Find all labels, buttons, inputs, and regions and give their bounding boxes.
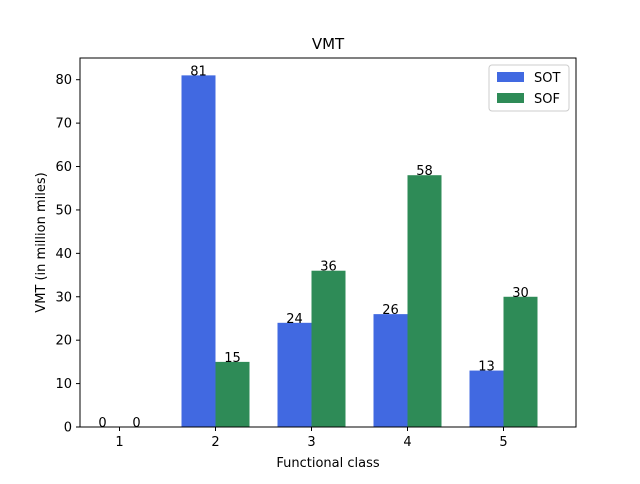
data-label-sof-4: 58 — [416, 164, 433, 179]
bar-sot-2 — [181, 75, 216, 427]
chart-title: VMT — [312, 35, 345, 53]
x-axis-label: Functional class — [276, 456, 380, 471]
y-tick-label: 60 — [55, 160, 72, 175]
data-label-sof-1: 0 — [132, 416, 140, 431]
x-tick-label: 5 — [499, 435, 507, 450]
x-tick-label: 3 — [307, 435, 315, 450]
bar-sof-2 — [215, 361, 250, 427]
data-label-sot-3: 24 — [286, 312, 303, 327]
plot-frame — [79, 57, 577, 428]
data-label-sot-5: 13 — [478, 360, 495, 375]
y-tick-label: 50 — [55, 203, 72, 218]
legend-swatch-sot — [497, 72, 524, 82]
y-tick-label: 40 — [55, 247, 72, 262]
data-label-sot-1: 0 — [98, 416, 106, 431]
bar-sot-5 — [469, 370, 504, 427]
bar-sof-3 — [311, 270, 346, 427]
y-tick-label: 0 — [64, 421, 72, 436]
data-label-sot-2: 81 — [190, 64, 207, 79]
x-axis: 1 2 3 4 5 — [115, 427, 508, 450]
x-tick-label: 4 — [403, 435, 411, 450]
data-label-sof-5: 30 — [512, 286, 529, 301]
data-label-sof-2: 15 — [224, 351, 241, 366]
legend-label-sot: SOT — [534, 71, 560, 86]
bar-sot-3 — [277, 322, 312, 427]
data-labels-layer: 0 81 24 26 13 0 15 36 58 30 — [98, 64, 528, 431]
bar-sot-4 — [373, 314, 408, 427]
y-tick-label: 30 — [55, 290, 72, 305]
y-tick-label: 70 — [55, 117, 72, 132]
data-label-sot-4: 26 — [382, 303, 399, 318]
y-axis: 0 10 20 30 40 50 60 70 80 — [55, 73, 80, 436]
y-tick-label: 80 — [55, 73, 72, 88]
bars-layer — [181, 75, 538, 427]
bar-sof-4 — [407, 175, 442, 427]
legend-label-sof: SOF — [534, 92, 560, 107]
x-tick-label: 2 — [211, 435, 219, 450]
legend-swatch-sof — [497, 93, 524, 103]
y-axis-label: VMT (in million miles) — [34, 172, 49, 312]
y-tick-label: 10 — [55, 377, 72, 392]
legend: SOT SOF — [488, 64, 570, 112]
y-tick-label: 20 — [55, 334, 72, 349]
x-tick-label: 1 — [115, 435, 123, 450]
bar-sof-5 — [503, 296, 538, 427]
data-label-sof-3: 36 — [320, 260, 337, 275]
